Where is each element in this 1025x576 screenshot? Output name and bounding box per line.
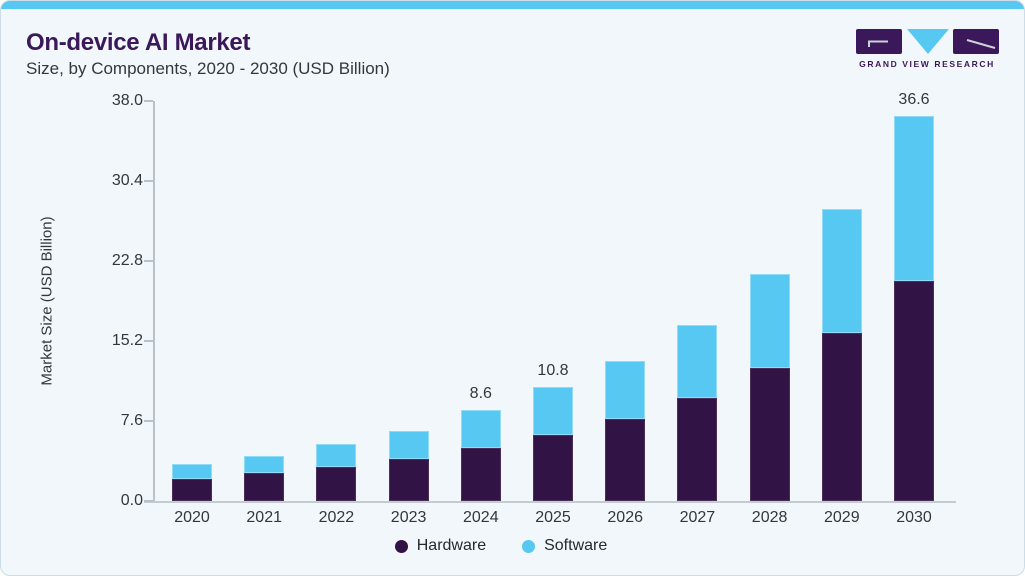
top-accent-bar (1, 1, 1024, 9)
bar-value-label-2024: 8.6 (469, 385, 492, 403)
y-tick-label: 38.0 (111, 92, 143, 109)
y-axis-title: Market Size (USD Billion) (38, 216, 56, 386)
chart-title: On-device AI Market (26, 29, 251, 56)
legend-label-hardware: Hardware (416, 537, 487, 554)
y-axis-line (153, 101, 155, 501)
bar-segment-software-2027 (677, 325, 718, 398)
y-tick-mark (144, 420, 153, 422)
bar-value-label-2030: 36.6 (898, 90, 930, 108)
bar-segment-hardware-2022 (316, 467, 357, 501)
bar-value-label-2025: 10.8 (537, 362, 569, 380)
y-tick-label: 0.0 (120, 492, 143, 509)
grand-view-research-logo: GRAND VIEW RESEARCH (854, 28, 1000, 69)
x-tick-label-2028: 2028 (751, 509, 788, 526)
bar-segment-hardware-2028 (749, 368, 790, 501)
bar-segment-software-2020 (172, 464, 212, 479)
y-tick-label: 22.8 (111, 252, 143, 269)
bar-segment-software-2030 (894, 115, 934, 281)
y-tick-mark (144, 180, 153, 182)
chart-subtitle: Size, by Components, 2020 - 2030 (USD Bi… (26, 59, 390, 78)
bar-segment-software-2024 (460, 410, 501, 449)
legend: Hardware Software (1, 537, 1001, 555)
bar-segment-software-2028 (749, 273, 790, 369)
legend-item-software: Software (522, 537, 607, 555)
software-legend-dot-icon (522, 539, 536, 553)
bar-segment-software-2022 (316, 444, 357, 468)
y-tick-mark (144, 100, 153, 102)
x-tick-label-2027: 2027 (679, 509, 716, 526)
hardware-legend-dot-icon (394, 539, 408, 553)
y-tick-label: 15.2 (111, 332, 143, 349)
bar-segment-hardware-2024 (460, 448, 501, 501)
y-tick-mark (144, 340, 153, 342)
bar-segment-hardware-2020 (172, 478, 212, 501)
bar-segment-software-2023 (388, 430, 429, 459)
y-tick-label: 30.4 (111, 172, 143, 189)
y-tick-mark (144, 260, 153, 262)
x-tick-label-2020: 2020 (174, 509, 210, 526)
x-tick-label-2026: 2026 (607, 509, 643, 526)
x-tick-label-2030: 2030 (896, 509, 932, 526)
bar-segment-software-2025 (533, 387, 573, 435)
bar-segment-software-2021 (244, 455, 285, 473)
x-tick-label-2023: 2023 (390, 509, 427, 526)
bar-segment-hardware-2025 (533, 434, 573, 501)
y-tick-label: 7.6 (120, 412, 143, 429)
gvr-logo-mark-icon (856, 29, 999, 54)
legend-item-hardware: Hardware (394, 537, 487, 555)
bar-segment-hardware-2027 (677, 397, 718, 501)
bar-segment-hardware-2030 (894, 281, 934, 501)
x-axis-line (144, 501, 956, 503)
bar-segment-hardware-2021 (244, 472, 285, 501)
bar-segment-hardware-2026 (605, 418, 646, 501)
bar-segment-software-2026 (605, 361, 646, 419)
x-tick-label-2029: 2029 (824, 509, 860, 526)
bar-segment-hardware-2023 (388, 458, 429, 501)
bar-segment-hardware-2029 (821, 332, 862, 501)
x-tick-label-2024: 2024 (463, 509, 499, 526)
plot-area: 38.0 30.4 22.8 15.2 7.6 0.0 2020 2021 2022 2023 20… (112, 91, 956, 526)
y-tick-mark (144, 500, 153, 502)
x-tick-label-2025: 2025 (535, 509, 571, 526)
x-tick-label-2021: 2021 (246, 509, 282, 526)
legend-label-software: Software (544, 537, 608, 554)
bar-segment-software-2029 (821, 209, 862, 333)
logo-wordmark: GRAND VIEW RESEARCH (859, 59, 995, 69)
x-tick-label-2022: 2022 (318, 509, 355, 526)
